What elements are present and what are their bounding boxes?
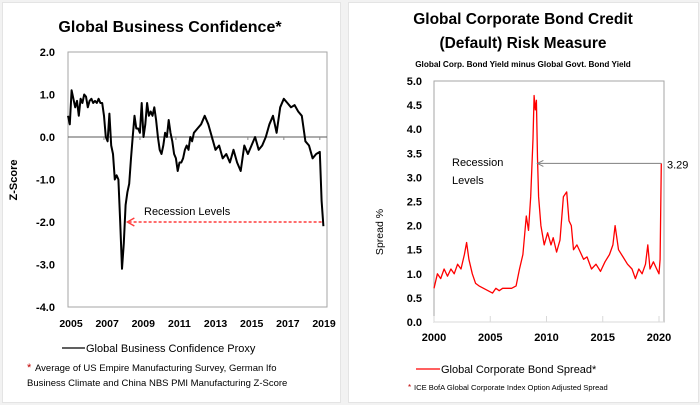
left-x-tick-label: 2009	[132, 318, 156, 330]
right-y-tick-label: 4.0	[407, 124, 422, 136]
left-footnote-marker: *	[27, 362, 32, 374]
right-legend-label: Global Corporate Bond Spread*	[441, 364, 597, 376]
left-x-tick-label: 2005	[59, 318, 83, 330]
left-x-tick-label: 2013	[204, 318, 228, 330]
left-y-tick-label: -2.0	[36, 217, 55, 229]
left-x-tick-label: 2017	[276, 318, 300, 330]
right-footnote-marker: *	[408, 383, 411, 392]
right-series-line	[433, 94, 662, 294]
right-y-tick-label: 1.0	[407, 269, 422, 281]
left-y-tick-label: 1.0	[40, 90, 55, 102]
left-recession-label: Recession Levels	[144, 206, 231, 218]
left-series-line	[67, 89, 325, 270]
right-y-tick-label: 3.0	[407, 172, 422, 184]
right-y-tick-label: 0.0	[407, 317, 422, 329]
left-chart-panel	[2, 2, 341, 403]
right-chart-subtitle: Global Corp. Bond Yield minus Global Gov…	[415, 60, 631, 69]
right-y-tick-label: 1.5	[407, 245, 422, 257]
right-recession-label-line1: Recession	[452, 157, 503, 169]
left-x-tick-label: 2015	[240, 318, 264, 330]
right-y-axis-label: Spread %	[374, 209, 386, 255]
left-arrow-head-icon	[125, 217, 135, 227]
right-y-tick-label: 3.5	[407, 148, 422, 160]
left-legend-label: Global Business Confidence Proxy	[86, 343, 256, 355]
right-y-tick-label: 2.0	[407, 221, 422, 233]
left-x-tick-label: 2019	[312, 318, 336, 330]
right-x-tick-label: 2005	[478, 332, 502, 344]
right-y-tick-label: 5.0	[407, 76, 422, 88]
left-footnote-line1: Average of US Empire Manufacturing Surve…	[35, 363, 276, 374]
left-y-tick-label: -1.0	[36, 175, 55, 187]
left-footnote-line2: Business Climate and China NBS PMI Manuf…	[27, 378, 287, 389]
right-y-tick-label: 4.5	[407, 100, 422, 112]
right-chart-panel	[348, 2, 699, 403]
right-x-tick-label: 2015	[591, 332, 615, 344]
left-y-tick-label: -4.0	[36, 302, 55, 314]
right-recession-label-line2: Levels	[452, 175, 484, 187]
left-y-tick-label: 2.0	[40, 47, 55, 59]
right-chart-title-line2: (Default) Risk Measure	[439, 35, 606, 52]
left-x-tick-label: 2007	[95, 318, 119, 330]
left-plot-frame	[67, 51, 328, 308]
right-value-label: 3.29	[667, 159, 688, 171]
right-y-tick-label: 0.5	[407, 293, 422, 305]
left-y-tick-label: 0.0	[40, 132, 55, 144]
left-y-tick-label: -3.0	[36, 260, 55, 272]
right-chart-title-line1: Global Corporate Bond Credit	[413, 11, 633, 28]
right-plot-frame	[433, 80, 665, 323]
right-arrow-head-icon	[536, 159, 544, 167]
right-y-tick-label: 2.5	[407, 197, 422, 209]
right-x-tick-label: 2010	[534, 332, 558, 344]
right-x-tick-label: 2000	[422, 332, 446, 344]
right-x-tick-label: 2020	[647, 332, 671, 344]
left-chart-title: Global Business Confidence*	[58, 19, 282, 36]
right-footnote: ICE BofA Global Corporate Index Option A…	[414, 383, 608, 392]
left-x-tick-label: 2011	[168, 318, 191, 330]
left-y-axis-label: Z-Score	[8, 160, 20, 201]
